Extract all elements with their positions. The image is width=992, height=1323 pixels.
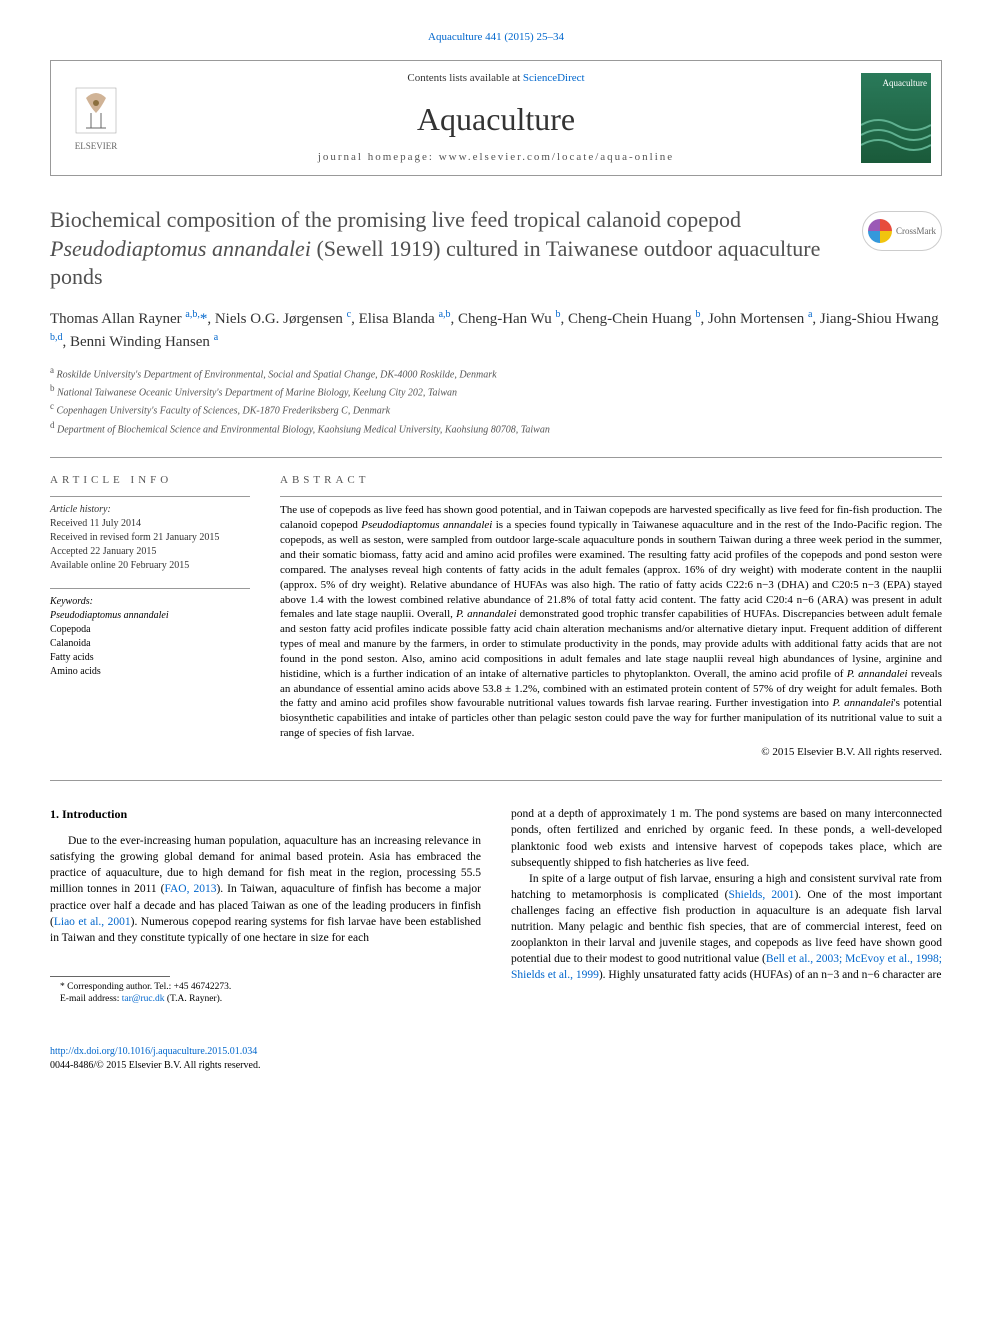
email-suffix: (T.A. Rayner). <box>165 994 223 1004</box>
section-divider <box>50 457 942 458</box>
keyword-item: Pseudodiaptomus annandalei <box>50 609 250 623</box>
keyword-item: Copepoda <box>50 623 250 637</box>
abstract-rule <box>280 496 942 497</box>
cover-title: Aquaculture <box>883 77 927 90</box>
history-item: Accepted 22 January 2015 <box>50 545 250 559</box>
authors-list: Thomas Allan Rayner a,b,*, Niels O.G. Jø… <box>50 307 942 354</box>
homepage-label: journal homepage: <box>318 151 439 163</box>
article-title: Biochemical composition of the promising… <box>50 206 942 292</box>
info-abstract-row: ARTICLE INFO Article history: Received 1… <box>50 473 942 760</box>
contents-text: Contents lists available at <box>407 72 522 84</box>
email-footnote: E-mail address: tar@ruc.dk (T.A. Rayner)… <box>50 993 481 1005</box>
affiliation-line: c Copenhagen University's Faculty of Sci… <box>50 400 942 418</box>
publisher-name: ELSEVIER <box>75 140 118 153</box>
history-item: Received 11 July 2014 <box>50 517 250 531</box>
history-item: Available online 20 February 2015 <box>50 559 250 573</box>
intro-paragraph-1: Due to the ever-increasing human populat… <box>50 833 481 946</box>
history-label: Article history: <box>50 503 250 517</box>
intro-paragraph-2: pond at a depth of approximately 1 m. Th… <box>511 806 942 870</box>
title-section: CrossMark Biochemical composition of the… <box>50 206 942 437</box>
keywords-label: Keywords: <box>50 588 250 609</box>
email-label: E-mail address: <box>60 994 122 1004</box>
affiliations: a Roskilde University's Department of En… <box>50 364 942 437</box>
affiliation-line: d Department of Biochemical Science and … <box>50 419 942 437</box>
article-info-column: ARTICLE INFO Article history: Received 1… <box>50 473 250 760</box>
keyword-item: Amino acids <box>50 665 250 679</box>
journal-cover-thumbnail: Aquaculture <box>861 73 931 163</box>
doi-link[interactable]: http://dx.doi.org/10.1016/j.aquaculture.… <box>50 1046 257 1057</box>
article-info-heading: ARTICLE INFO <box>50 473 250 488</box>
section-heading-intro: 1. Introduction <box>50 806 481 823</box>
crossmark-label: CrossMark <box>896 225 936 238</box>
section-divider-2 <box>50 780 942 781</box>
crossmark-badge[interactable]: CrossMark <box>862 211 942 251</box>
history-item: Received in revised form 21 January 2015 <box>50 531 250 545</box>
intro-paragraph-3: In spite of a large output of fish larva… <box>511 871 942 984</box>
homepage-url: www.elsevier.com/locate/aqua-online <box>439 151 674 163</box>
email-link[interactable]: tar@ruc.dk <box>122 994 165 1004</box>
keyword-item: Fatty acids <box>50 651 250 665</box>
abstract-text: The use of copepods as live feed has sho… <box>280 503 942 741</box>
abstract-heading: ABSTRACT <box>280 473 942 488</box>
crossmark-icon <box>868 219 892 243</box>
abstract-column: ABSTRACT The use of copepods as live fee… <box>280 473 942 760</box>
journal-reference: Aquaculture 441 (2015) 25–34 <box>50 30 942 45</box>
sciencedirect-link[interactable]: ScienceDirect <box>523 72 585 84</box>
corresponding-author-footnote: * Corresponding author. Tel.: +45 467422… <box>50 981 481 993</box>
copyright-line: © 2015 Elsevier B.V. All rights reserved… <box>280 745 942 760</box>
affiliation-line: b National Taiwanese Oceanic University'… <box>50 382 942 400</box>
journal-name: Aquaculture <box>151 97 841 142</box>
affiliation-line: a Roskilde University's Department of En… <box>50 364 942 382</box>
journal-homepage: journal homepage: www.elsevier.com/locat… <box>151 150 841 165</box>
info-rule <box>50 496 250 497</box>
elsevier-logo: ELSEVIER <box>61 78 131 158</box>
issn-copyright: 0044-8486/© 2015 Elsevier B.V. All right… <box>50 1059 942 1073</box>
body-column-left: 1. Introduction Due to the ever-increasi… <box>50 806 481 1005</box>
footnote-rule <box>50 976 170 977</box>
body-columns: 1. Introduction Due to the ever-increasi… <box>50 806 942 1005</box>
page-footer: http://dx.doi.org/10.1016/j.aquaculture.… <box>50 1045 942 1073</box>
keyword-item: Calanoida <box>50 637 250 651</box>
journal-header: ELSEVIER Contents lists available at Sci… <box>50 60 942 176</box>
contents-lists-line: Contents lists available at ScienceDirec… <box>151 71 841 86</box>
body-column-right: pond at a depth of approximately 1 m. Th… <box>511 806 942 1005</box>
header-center: Contents lists available at ScienceDirec… <box>151 71 841 165</box>
